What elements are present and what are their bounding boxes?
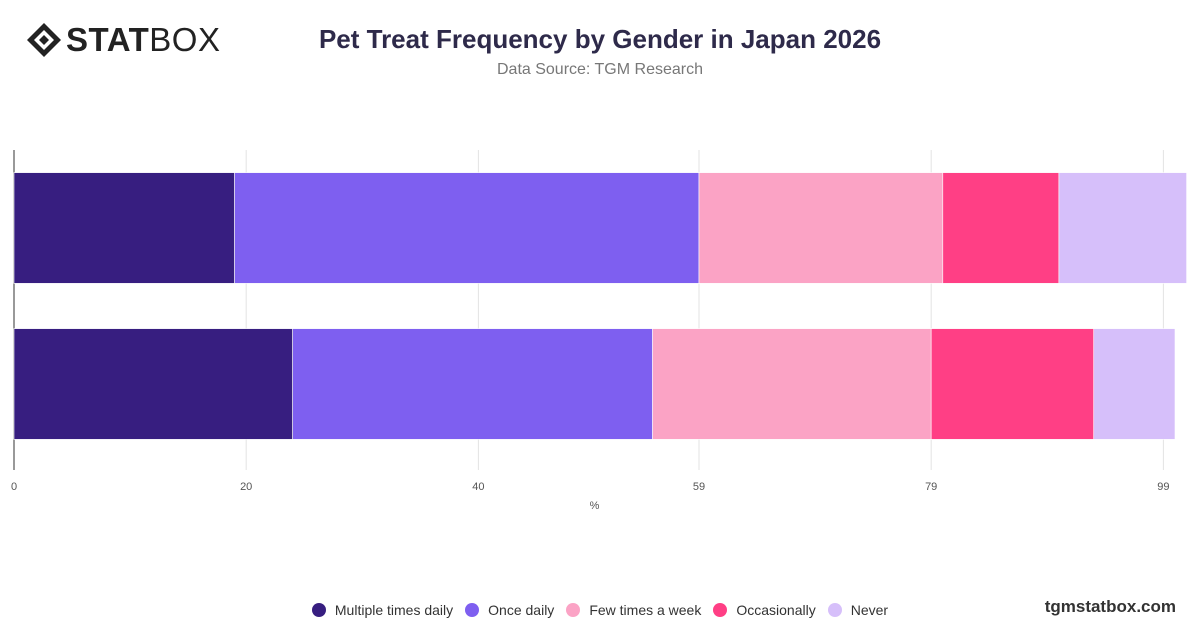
- bar-segment: [234, 172, 700, 284]
- bar-segment: [1093, 328, 1176, 440]
- legend-item: Occasionally: [713, 602, 816, 618]
- legend-label: Never: [850, 602, 889, 618]
- logo: STATBOX: [26, 22, 220, 58]
- legend-swatch: [713, 603, 728, 617]
- bar-segment: [1058, 172, 1187, 284]
- x-tick-label: 99: [1157, 481, 1169, 493]
- chart-subtitle: Data Source: TGM Research: [496, 61, 703, 78]
- legend-label: Multiple times daily: [334, 602, 454, 618]
- bar-segment: [13, 172, 235, 284]
- logo-text-bold: STAT: [66, 21, 150, 58]
- legend-swatch: [311, 603, 326, 617]
- x-tick-label: 20: [240, 481, 252, 493]
- x-tick-label: 79: [925, 481, 937, 493]
- x-tick-label: 40: [472, 481, 484, 493]
- legend-item: Multiple times daily: [311, 602, 454, 618]
- stacked-bar-chart: 0 20 40 59 79 99%: [11, 150, 1187, 512]
- bar-segment: [942, 172, 1060, 284]
- bar-segment: [930, 328, 1095, 440]
- legend-item: Never: [827, 602, 889, 618]
- bar-segment: [698, 172, 944, 284]
- legend-swatch: [566, 603, 581, 617]
- legend-swatch: [827, 603, 842, 617]
- logo-text: STATBOX: [66, 22, 220, 58]
- legend-swatch: [465, 603, 480, 617]
- chart-legend: Multiple times daily Once daily Few times …: [0, 602, 1200, 618]
- bar-segment: [652, 328, 932, 440]
- chart-title: Pet Treat Frequency by Gender in Japan 2…: [318, 24, 882, 54]
- x-axis-label: %: [590, 500, 600, 512]
- logo-text-light: BOX: [149, 21, 221, 58]
- bar-segment: [13, 328, 293, 440]
- statbox-logo-icon: [27, 23, 61, 57]
- legend-item: Once daily: [465, 602, 554, 618]
- legend-label: Occasionally: [736, 602, 816, 618]
- x-tick-label: 0: [11, 481, 17, 493]
- bar-segment: [292, 328, 653, 440]
- legend-item: Few times a week: [566, 602, 701, 618]
- legend-label: Few times a week: [589, 602, 702, 618]
- brand-footer: tgmstatbox.com: [1044, 597, 1176, 616]
- legend-label: Once daily: [488, 602, 555, 618]
- x-tick-label: 59: [693, 481, 705, 493]
